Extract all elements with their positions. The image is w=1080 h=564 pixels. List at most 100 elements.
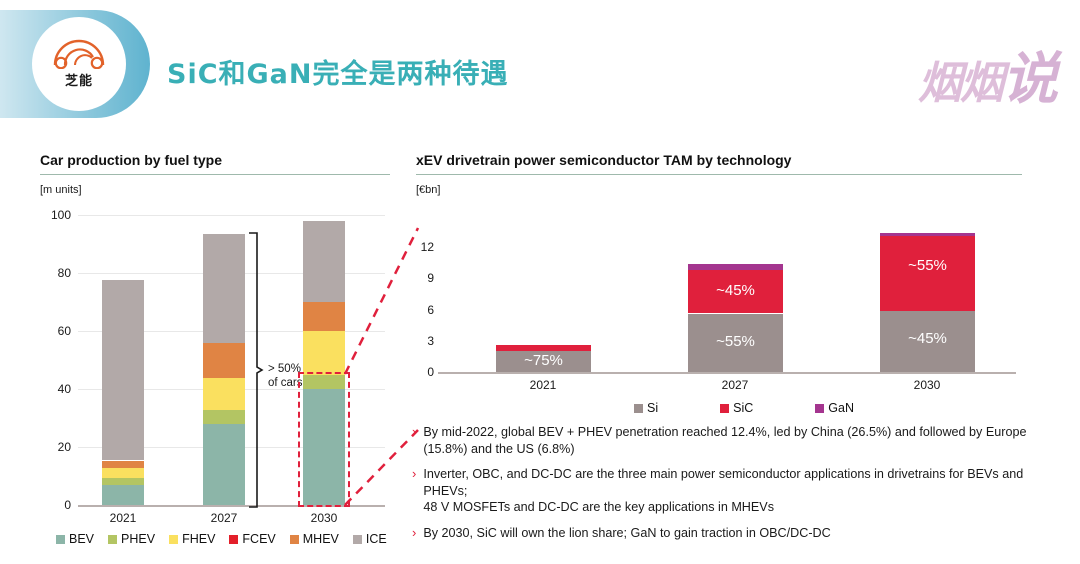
right-axis-unit: [€bn] xyxy=(416,184,441,196)
legend-swatch-fcev xyxy=(229,534,239,544)
legend-swatch-mhev xyxy=(289,534,299,544)
bar-2030-bev xyxy=(303,389,345,506)
bullet-list: › By mid-2022, global BEV + PHEV penetra… xyxy=(412,424,1032,550)
legend-item-phev[interactable]: PHEV xyxy=(108,532,155,546)
legend-label-mhev: MHEV xyxy=(302,532,339,546)
right-ytick-3: 3 xyxy=(427,334,434,348)
chevron-right-icon: › xyxy=(412,524,417,540)
page-title: SiC和GaN完全是两种待遇 xyxy=(167,59,509,90)
legend-swatch-phev xyxy=(108,534,118,544)
bar-2021-phev xyxy=(102,477,144,486)
legend-label-gan: GaN xyxy=(828,401,854,415)
ytick-80: 80 xyxy=(57,266,71,280)
legend-label-phev: PHEV xyxy=(121,532,156,546)
right-chart-title: xEV drivetrain power semiconductor TAM b… xyxy=(416,152,792,168)
right-ytick-0: 0 xyxy=(427,365,434,379)
left-title-rule xyxy=(40,174,390,175)
chevron-right-icon: › xyxy=(412,424,417,439)
brace-50pct xyxy=(249,232,264,508)
right-ytick-12: 12 xyxy=(420,240,434,254)
bar-2021-bev xyxy=(102,485,144,505)
legend-label-si: Si xyxy=(647,401,659,415)
legend-label-fcev: FCEV xyxy=(242,532,276,546)
xtick-2021: 2021 xyxy=(109,511,137,525)
bar-2027-fhev xyxy=(203,377,245,410)
right-chart-panel: xEV drivetrain power semiconductor TAM b… xyxy=(416,152,1022,196)
tam-2027-gan xyxy=(688,264,783,270)
legend-item-si[interactable]: Si xyxy=(634,401,658,415)
bar-2021-mhev xyxy=(102,460,144,468)
right-ytick-6: 6 xyxy=(427,303,434,317)
tam-2030-gan xyxy=(880,232,975,237)
bar-2030-phev xyxy=(303,374,345,390)
tam-2027-si-label: ~55% xyxy=(716,332,755,350)
xev-tam-chart: 12 9 6 3 0 ~75% ~55% ~45% ~45% ~55% 2021… xyxy=(416,196,1022,396)
tam-2027-sic: ~45% xyxy=(688,269,783,314)
legend-swatch-ice xyxy=(352,534,362,544)
ytick-0: 0 xyxy=(64,498,71,512)
bar-2021-fhev xyxy=(102,467,144,478)
left-chart-title: Car production by fuel type xyxy=(40,152,223,168)
bar-2027-ice xyxy=(203,234,245,343)
car-logo-icon xyxy=(53,39,105,69)
watermark-logo-left: 烟烟 xyxy=(918,58,1004,109)
watermark-logo: 烟烟说 xyxy=(918,34,1058,115)
tam-2027-si: ~55% xyxy=(688,313,783,372)
tam-2027-sic-label: ~45% xyxy=(716,281,755,299)
legend-swatch-fhev xyxy=(169,534,179,544)
bar-2027-bev xyxy=(203,424,245,506)
tam-2021-si-label: ~75% xyxy=(524,352,563,370)
ytick-100: 100 xyxy=(50,208,71,222)
legend-swatch-sic xyxy=(720,403,730,413)
bar-2027-mhev xyxy=(203,342,245,378)
tam-xtick-2027: 2027 xyxy=(721,378,749,392)
ytick-20: 20 xyxy=(57,440,71,454)
legend-item-fhev[interactable]: FHEV xyxy=(169,532,215,546)
legend-swatch-bev xyxy=(56,534,65,544)
legend-item-gan[interactable]: GaN xyxy=(815,401,854,415)
legend-item-ice[interactable]: ICE xyxy=(352,532,387,546)
tam-2030-si: ~45% xyxy=(880,311,975,372)
brace-label-line2: of cars xyxy=(268,377,303,389)
tam-2030-sic: ~55% xyxy=(880,236,975,312)
brace-label: > 50% of cars xyxy=(268,362,330,390)
gridline-100 xyxy=(78,215,385,216)
bullet-text: By 2030, SiC will own the lion share; Ga… xyxy=(423,525,831,540)
left-chart-panel: Car production by fuel type [m units] xyxy=(40,152,390,196)
brand-logo-text: 芝能 xyxy=(64,74,93,89)
tam-2030-si-label: ~45% xyxy=(908,330,947,348)
brace-label-line1: > 50% xyxy=(268,363,301,375)
ytick-40: 40 xyxy=(57,382,71,396)
legend-swatch-si xyxy=(634,403,643,413)
legend-item-sic[interactable]: SiC xyxy=(720,401,753,415)
tam-xtick-2021: 2021 xyxy=(529,378,557,392)
legend-item-bev[interactable]: BEV xyxy=(56,532,94,546)
legend-swatch-gan xyxy=(815,403,825,413)
highlight-box-2030 xyxy=(298,372,350,507)
left-x-axis xyxy=(78,505,385,507)
brand-logo-circle: 芝能 xyxy=(36,21,122,107)
chevron-right-icon: › xyxy=(412,466,417,481)
bullet-text: By mid-2022, global BEV + PHEV penetrati… xyxy=(423,425,1027,456)
watermark-logo-right: 说 xyxy=(1002,47,1058,112)
ytick-60: 60 xyxy=(57,324,71,338)
legend-label-bev: BEV xyxy=(69,532,95,546)
tam-2030-sic-label: ~55% xyxy=(908,257,947,275)
page-header: 芝能 SiC和GaN完全是两种待遇 烟烟说 xyxy=(0,0,1080,128)
right-title-rule xyxy=(416,174,1022,175)
legend-item-fcev[interactable]: FCEV xyxy=(229,532,276,546)
legend-item-mhev[interactable]: MHEV xyxy=(289,532,339,546)
xtick-2030: 2030 xyxy=(310,511,338,525)
car-production-chart: 100 80 60 40 20 0 > 50% of cars 2021 202… xyxy=(40,196,390,525)
bar-2030-fhev xyxy=(303,331,345,375)
tam-2021-si: ~75% xyxy=(496,351,591,372)
bullet-item: › Inverter, OBC, and DC-DC are the three… xyxy=(412,466,1032,516)
xtick-2027: 2027 xyxy=(210,511,238,525)
bar-2030-mhev xyxy=(303,302,345,332)
tam-xtick-2030: 2030 xyxy=(913,378,941,392)
right-x-axis xyxy=(438,372,1016,374)
bar-2027-phev xyxy=(203,409,245,425)
right-chart-legend: Si SiC GaN xyxy=(634,401,854,415)
legend-label-sic: SiC xyxy=(733,401,754,415)
right-ytick-9: 9 xyxy=(427,271,434,285)
